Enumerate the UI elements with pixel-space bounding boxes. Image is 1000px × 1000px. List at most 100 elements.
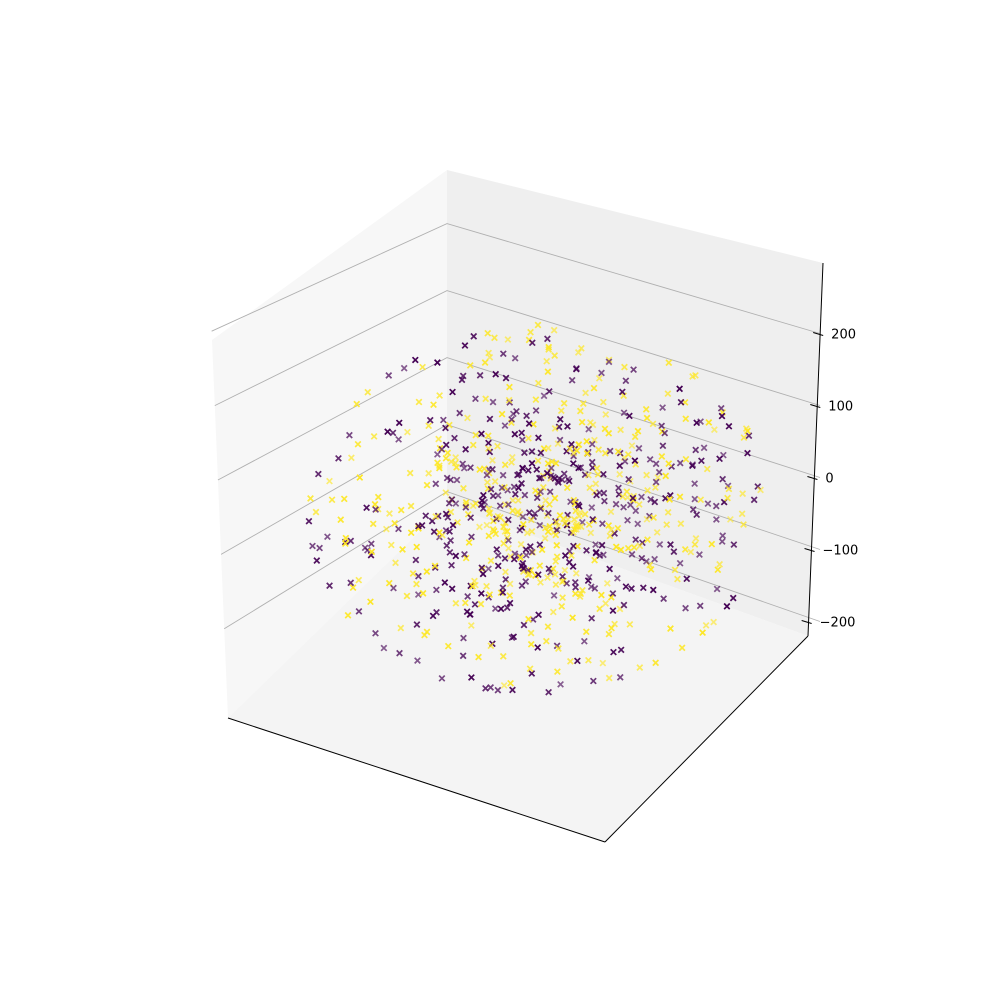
- data-point: [590, 384, 598, 392]
- data-point: [622, 583, 630, 591]
- data-point: [593, 464, 601, 472]
- data-point: [697, 418, 704, 425]
- data-point: [638, 493, 645, 501]
- data-point: [361, 544, 369, 552]
- data-point: [558, 578, 566, 586]
- data-point: [540, 392, 548, 400]
- data-point: [500, 539, 508, 547]
- data-point: [592, 541, 599, 548]
- data-point: [483, 582, 490, 590]
- data-point: [658, 422, 666, 430]
- data-point: [511, 550, 519, 558]
- data-point: [568, 440, 575, 448]
- data-point: [499, 471, 507, 479]
- data-point: [500, 523, 507, 531]
- data-point: [355, 576, 363, 584]
- data-point: [592, 480, 600, 488]
- data-point: [518, 562, 526, 570]
- data-point: [555, 423, 563, 431]
- data-point: [740, 434, 748, 442]
- data-point: [568, 376, 576, 384]
- data-point: [603, 579, 611, 587]
- data-point: [494, 562, 502, 570]
- data-point: [723, 602, 731, 610]
- data-point: [499, 350, 507, 358]
- data-point: [704, 500, 712, 508]
- data-point: [719, 451, 727, 459]
- data-point: [433, 359, 441, 366]
- data-point: [493, 546, 501, 553]
- data-point: [430, 401, 437, 409]
- data-point: [649, 586, 657, 594]
- data-point: [312, 508, 320, 516]
- data-point: [470, 332, 478, 340]
- data-point: [423, 568, 431, 575]
- data-point: [609, 607, 617, 615]
- data-point: [588, 614, 596, 622]
- data-point: [620, 409, 628, 417]
- data-point: [671, 566, 679, 574]
- data-point: [689, 506, 697, 513]
- data-point: [533, 494, 541, 502]
- data-point: [745, 432, 753, 440]
- data-point: [534, 321, 542, 329]
- data-point: [506, 592, 514, 599]
- data-point: [508, 415, 516, 423]
- data-point: [528, 548, 536, 556]
- data-point: [479, 505, 487, 512]
- data-point: [573, 657, 581, 665]
- data-point: [552, 581, 560, 589]
- data-point: [356, 474, 364, 481]
- z-axis-line: [807, 262, 824, 637]
- data-point: [553, 518, 560, 526]
- data-point: [678, 644, 686, 652]
- data-point: [572, 507, 580, 515]
- data-point: [677, 520, 685, 528]
- data-point: [525, 615, 532, 623]
- data-point: [610, 648, 617, 656]
- data-point: [522, 546, 530, 553]
- data-point: [581, 510, 589, 518]
- data-point: [544, 444, 552, 452]
- data-point: [541, 534, 549, 542]
- data-point: [505, 544, 512, 552]
- data-point: [531, 510, 539, 518]
- data-point: [367, 540, 375, 548]
- data-point: [491, 478, 499, 485]
- data-point: [435, 462, 443, 470]
- data-point: [527, 328, 534, 336]
- data-point: [527, 516, 535, 524]
- data-point: [395, 419, 403, 427]
- data-point: [664, 390, 672, 398]
- data-point: [577, 523, 585, 531]
- data-point: [525, 420, 533, 427]
- data-point: [342, 534, 350, 542]
- data-point: [491, 605, 499, 613]
- data-point: [658, 453, 666, 460]
- data-point: [370, 432, 378, 440]
- data-point: [595, 374, 603, 382]
- data-point: [566, 547, 573, 555]
- data-point: [461, 342, 469, 349]
- data-point: [757, 486, 764, 494]
- data-point: [553, 668, 561, 676]
- data-point: [415, 398, 423, 406]
- data-point: [326, 477, 333, 485]
- data-point: [438, 674, 446, 682]
- data-point: [407, 502, 415, 510]
- data-point: [543, 469, 551, 477]
- data-point: [546, 488, 554, 496]
- data-point: [459, 460, 467, 468]
- data-point: [432, 480, 440, 488]
- data-point: [564, 475, 572, 483]
- data-point: [549, 608, 557, 616]
- data-point: [521, 449, 528, 457]
- data-point: [642, 558, 650, 565]
- data-point: [537, 505, 545, 513]
- data-point: [516, 526, 524, 534]
- data-point: [689, 461, 697, 468]
- data-point: [459, 372, 467, 380]
- data-point: [556, 511, 564, 519]
- data-point: [499, 589, 507, 596]
- data-point: [466, 361, 474, 369]
